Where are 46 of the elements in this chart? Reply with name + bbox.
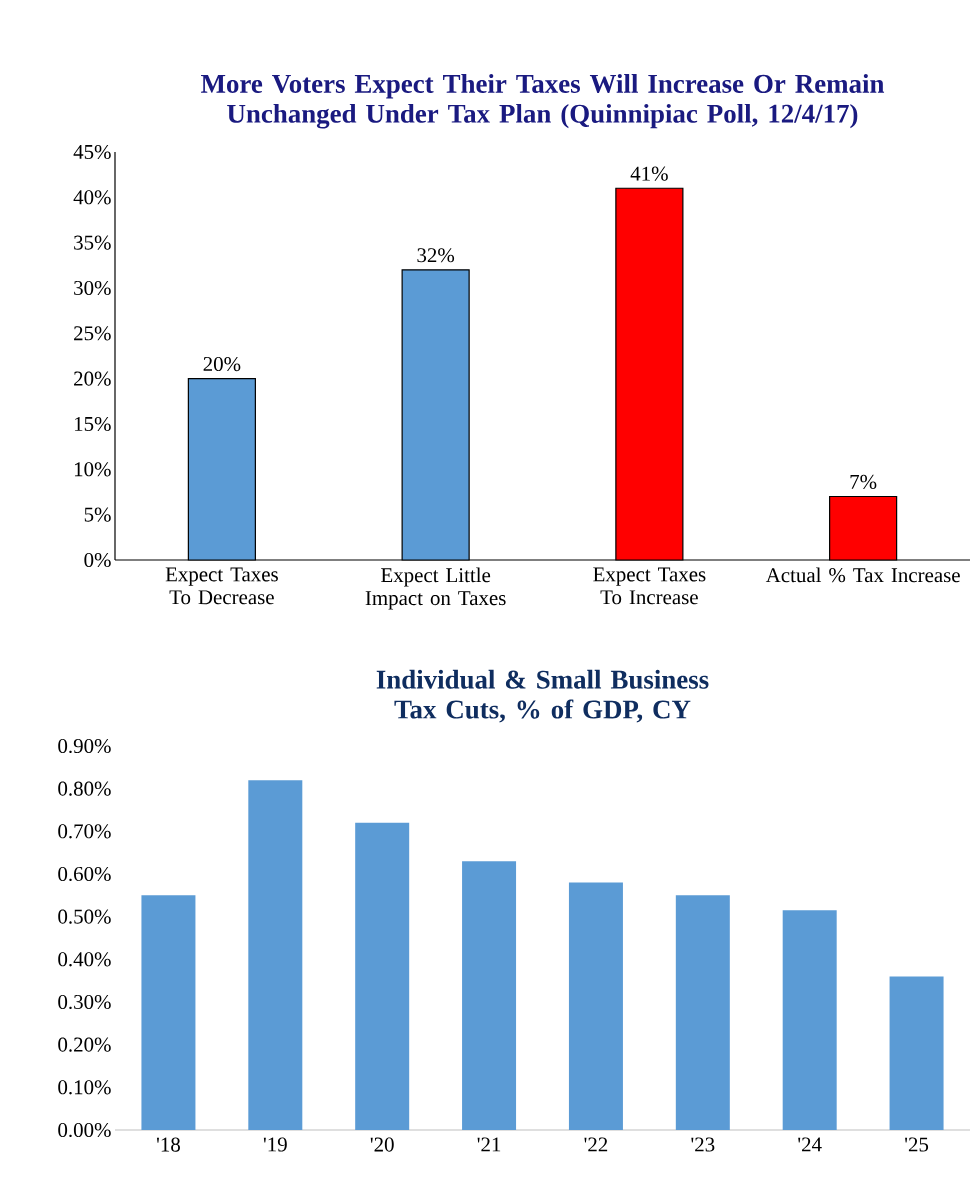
y-tick-label: 40% — [73, 190, 111, 205]
chart-title: Individual & Small Business Tax Cuts, % of GDP, CY — [376, 669, 709, 723]
y-tick-label: 0.30% — [58, 994, 111, 1010]
y-tick-label: 5% — [84, 507, 111, 522]
x-tick-label: '20 — [370, 1137, 394, 1152]
x-tick-label: '22 — [584, 1137, 608, 1152]
y-tick-label: 0.60% — [58, 866, 111, 882]
y-tick-label: 20% — [74, 371, 111, 386]
x-tick-label: Actual % Tax Increase — [765, 567, 960, 583]
x-tick-label: Expect Taxes To Increase — [593, 567, 706, 605]
y-tick-label: 45% — [73, 144, 111, 160]
x-tick-label: '21 — [477, 1137, 501, 1152]
data-label: 41% — [630, 166, 668, 181]
x-tick-label: Expect Taxes To Decrease — [165, 567, 278, 605]
data-label: 7% — [850, 474, 877, 490]
bar — [889, 976, 944, 1130]
x-tick-label: '19 — [263, 1137, 287, 1152]
y-tick-label: 0.70% — [58, 824, 111, 839]
y-tick-label: 0.50% — [58, 909, 111, 924]
data-label: 32% — [417, 248, 455, 263]
bar — [248, 780, 303, 1130]
y-tick-label: 0.40% — [58, 952, 111, 967]
x-tick-label: '23 — [691, 1137, 715, 1152]
x-tick-label: '18 — [156, 1137, 180, 1152]
data-label: 20% — [203, 356, 241, 372]
y-tick-label: 0.10% — [58, 1080, 111, 1095]
bar — [782, 910, 837, 1130]
y-tick-label: 0.90% — [58, 738, 111, 754]
y-tick-label: 0.00% — [58, 1122, 111, 1138]
bar — [141, 895, 196, 1130]
y-tick-label: 0% — [84, 552, 111, 568]
bar — [355, 822, 410, 1130]
x-tick-label: Expect Little Impact on Taxes — [365, 567, 506, 610]
bar — [568, 882, 623, 1130]
x-tick-label: '24 — [798, 1137, 822, 1152]
y-tick-label: 0.80% — [58, 781, 111, 796]
chart-title: More Voters Expect Their Taxes Will Increase Or Remain Unchanged Under Tax Plan (Quinnipiac Poll, 12/4/17) — [201, 73, 885, 129]
y-tick-label: 0.20% — [58, 1037, 111, 1052]
y-tick-label: 10% — [74, 462, 111, 477]
y-tick-label: 30% — [74, 280, 111, 296]
bar — [675, 895, 730, 1130]
y-tick-label: 25% — [74, 326, 111, 341]
y-tick-label: 35% — [74, 235, 111, 250]
bar — [462, 861, 517, 1130]
y-tick-label: 15% — [74, 416, 111, 432]
x-tick-label: '25 — [905, 1137, 929, 1152]
